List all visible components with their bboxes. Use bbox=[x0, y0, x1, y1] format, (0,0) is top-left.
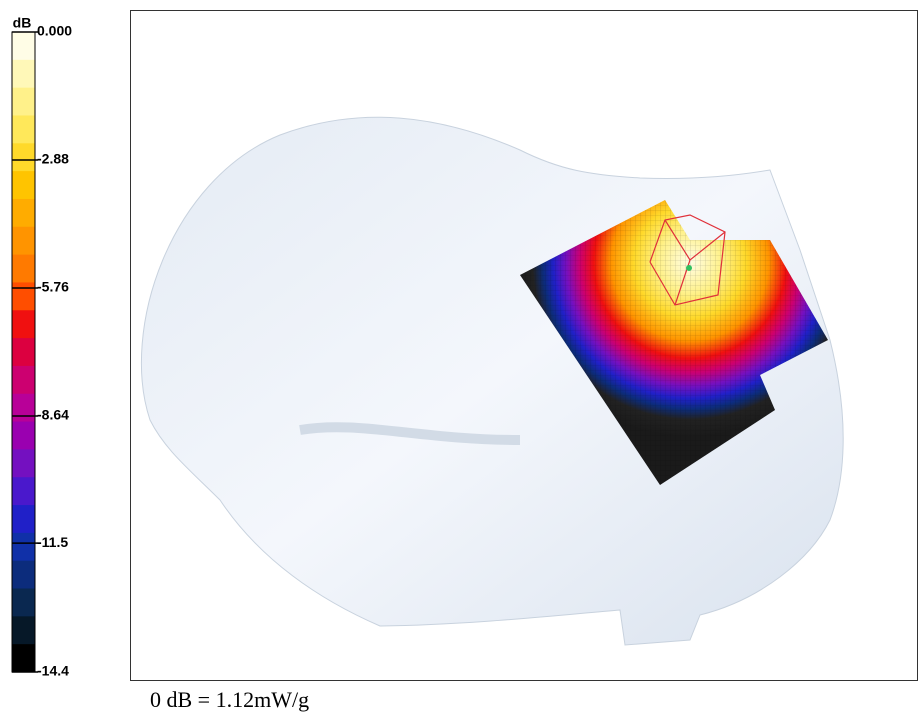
color-band bbox=[12, 393, 35, 423]
colorbar-unit: dB bbox=[13, 15, 32, 31]
caption: 0 dB = 1.12mW/g bbox=[150, 687, 309, 712]
face-shading bbox=[299, 422, 521, 445]
color-band bbox=[12, 87, 35, 116]
color-band bbox=[12, 532, 35, 562]
color-band bbox=[12, 449, 35, 478]
color-band bbox=[12, 477, 35, 506]
color-band bbox=[12, 282, 35, 311]
color-band bbox=[12, 171, 35, 200]
color-band bbox=[12, 115, 35, 144]
color-band bbox=[12, 560, 35, 590]
tick-label: -2.88 bbox=[37, 151, 69, 167]
color-band bbox=[12, 143, 35, 172]
scan-area bbox=[520, 200, 828, 485]
color-band bbox=[12, 365, 35, 395]
tick-label: -11.5 bbox=[37, 534, 68, 550]
color-band bbox=[12, 616, 35, 645]
color-band bbox=[12, 421, 35, 450]
color-band bbox=[12, 32, 35, 61]
color-band bbox=[12, 310, 35, 339]
color-band bbox=[12, 226, 35, 256]
color-band bbox=[12, 644, 35, 673]
color-band bbox=[12, 254, 35, 283]
color-band bbox=[12, 505, 35, 534]
color-band bbox=[12, 59, 35, 89]
color-band bbox=[12, 198, 35, 228]
colorbar: 0.000 -2.88 -5.76 -8.64 -11.5 -14.4 bbox=[11, 23, 72, 679]
color-band bbox=[12, 338, 35, 367]
tick-label: 0.000 bbox=[37, 23, 72, 39]
tick-label: -5.76 bbox=[37, 279, 69, 295]
tick-label: -8.64 bbox=[37, 407, 69, 423]
color-band bbox=[12, 588, 35, 617]
tick-label: -14.4 bbox=[37, 663, 69, 679]
